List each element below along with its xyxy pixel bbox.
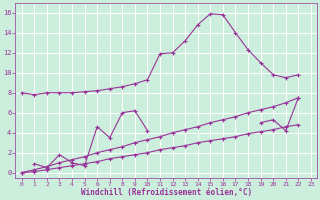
X-axis label: Windchill (Refroidissement éolien,°C): Windchill (Refroidissement éolien,°C) xyxy=(81,188,252,197)
